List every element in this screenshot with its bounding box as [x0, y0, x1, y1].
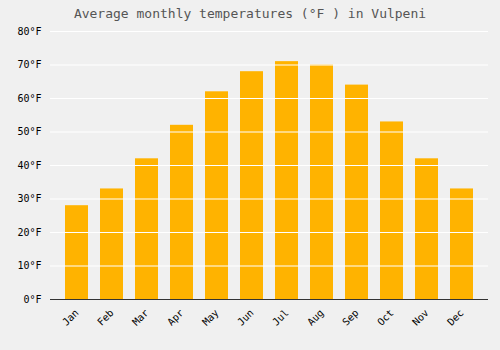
- svg-text:Apr: Apr: [165, 307, 186, 328]
- svg-text:70°F: 70°F: [17, 59, 41, 70]
- svg-text:Nov: Nov: [410, 307, 431, 328]
- svg-text:10°F: 10°F: [17, 260, 41, 271]
- svg-text:30°F: 30°F: [17, 193, 41, 204]
- svg-text:50°F: 50°F: [17, 126, 41, 137]
- svg-text:80°F: 80°F: [17, 26, 41, 37]
- svg-text:Jan: Jan: [60, 307, 81, 328]
- svg-text:20°F: 20°F: [17, 227, 41, 238]
- svg-text:40°F: 40°F: [17, 160, 41, 171]
- html-text:Average monthly temperatures (: Average monthly temperatures (°F ) in Vu…: [73, 6, 427, 21]
- svg-text:Sep: Sep: [340, 307, 361, 328]
- svg-text:Aug: Aug: [305, 307, 326, 328]
- svg-text:Mar: Mar: [130, 307, 151, 328]
- svg-text:Oct: Oct: [375, 307, 396, 328]
- svg-text:Dec: Dec: [445, 307, 466, 328]
- svg-text:0°F: 0°F: [23, 294, 41, 305]
- svg-text:60°F: 60°F: [17, 93, 41, 104]
- svg-text:Feb: Feb: [95, 307, 116, 328]
- svg-text:May: May: [200, 307, 221, 328]
- svg-text:Jul: Jul: [270, 307, 291, 328]
- svg-text:Jun: Jun: [235, 307, 256, 328]
